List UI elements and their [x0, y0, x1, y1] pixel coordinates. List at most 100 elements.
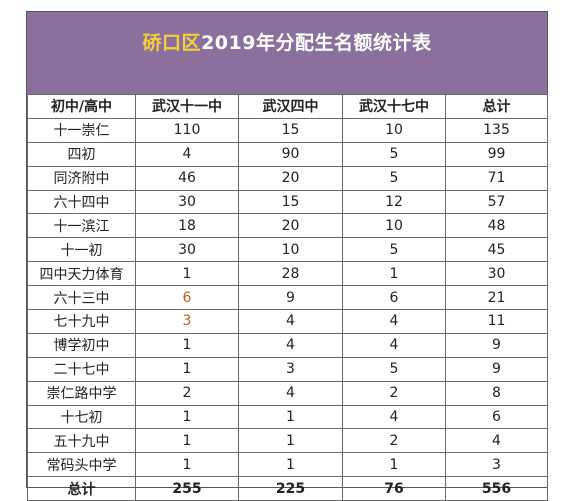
- cell-no4: 28: [238, 261, 343, 287]
- school-name: 五十九中: [27, 428, 136, 454]
- school-name: 四初: [27, 141, 136, 167]
- cell-no11: 18: [135, 213, 239, 239]
- table-row: 六十四中 30 15 12 57: [27, 189, 548, 215]
- grand-total: 556: [445, 476, 548, 501]
- table-row: 十一初 30 10 5 45: [27, 237, 548, 263]
- cell-total: 45: [445, 237, 548, 263]
- cell-no17: 4: [342, 404, 446, 430]
- cell-no17: 4: [342, 309, 446, 334]
- title-text: 2019年分配生名额统计表: [201, 32, 432, 54]
- cell-total: 6: [445, 404, 548, 430]
- totals-row: 总计 255 225 76 556: [27, 476, 548, 501]
- cell-no11: 1: [135, 332, 239, 358]
- table-row: 博学初中 1 4 4 9: [27, 332, 548, 358]
- table-row: 四初 4 90 5 99: [27, 141, 548, 167]
- table-row: 同济附中 46 20 5 71: [27, 165, 548, 191]
- cell-no17: 10: [342, 213, 446, 239]
- statistics-table-frame: 硚口区2019年分配生名额统计表 初中/高中 武汉十一中 武汉四中 武汉十七中 …: [26, 11, 548, 501]
- cell-total: 8: [445, 380, 548, 406]
- table-row: 四中天力体育 1 28 1 30: [27, 261, 548, 287]
- school-name: 十一滨江: [27, 213, 136, 239]
- school-name: 六十四中: [27, 189, 136, 215]
- cell-no11: 2: [135, 380, 239, 406]
- cell-no11: 1: [135, 452, 239, 478]
- cell-total: 71: [445, 165, 548, 191]
- school-name: 常码头中学: [27, 452, 136, 478]
- cell-no17: 4: [342, 332, 446, 358]
- total-no4: 225: [238, 476, 343, 501]
- cell-no17: 6: [342, 285, 446, 311]
- table-row: 十一崇仁 110 15 10 135: [27, 117, 548, 143]
- school-name: 七十九中: [27, 309, 136, 334]
- cell-no4: 15: [238, 117, 343, 143]
- cell-total: 99: [445, 141, 548, 167]
- table-row: 五十九中 1 1 2 4: [27, 428, 548, 454]
- table-row: 十七初 1 1 4 6: [27, 404, 548, 430]
- cell-total: 9: [445, 356, 548, 382]
- cell-total: 11: [445, 309, 548, 334]
- cell-no11: 110: [135, 117, 239, 143]
- cell-no17: 5: [342, 356, 446, 382]
- title-banner: 硚口区2019年分配生名额统计表: [27, 12, 547, 94]
- school-name: 同济附中: [27, 165, 136, 191]
- cell-no11: 1: [135, 404, 239, 430]
- header-no17-high: 武汉十七中: [342, 94, 446, 119]
- school-name: 十一初: [27, 237, 136, 263]
- cell-no17: 10: [342, 117, 446, 143]
- cell-no4: 4: [238, 380, 343, 406]
- total-no17: 76: [342, 476, 446, 501]
- totals-label: 总计: [27, 476, 136, 501]
- cell-no11: 4: [135, 141, 239, 167]
- school-name: 博学初中: [27, 332, 136, 358]
- table-row: 崇仁路中学 2 4 2 8: [27, 380, 548, 406]
- table-row: 常码头中学 1 1 1 3: [27, 452, 548, 478]
- school-name: 崇仁路中学: [27, 380, 136, 406]
- school-name: 二十七中: [27, 356, 136, 382]
- cell-no4: 9: [238, 285, 343, 311]
- table-row: 七十九中 3 4 4 11: [27, 309, 548, 334]
- cell-no17: 2: [342, 380, 446, 406]
- cell-total: 30: [445, 261, 548, 287]
- cell-no11: 30: [135, 237, 239, 263]
- cell-no4: 1: [238, 452, 343, 478]
- school-name: 十七初: [27, 404, 136, 430]
- cell-no11: 6: [135, 285, 239, 311]
- cell-no4: 10: [238, 237, 343, 263]
- cell-total: 21: [445, 285, 548, 311]
- cell-no11: 1: [135, 261, 239, 287]
- title-district: 硚口区: [142, 32, 202, 54]
- allocation-table: 初中/高中 武汉十一中 武汉四中 武汉十七中 总计 十一崇仁 110 15 10…: [27, 94, 548, 501]
- table-body: 十一崇仁 110 15 10 135 四初 4 90 5 99 同济附中 46 …: [27, 117, 548, 501]
- cell-no4: 1: [238, 428, 343, 454]
- cell-no17: 5: [342, 237, 446, 263]
- header-school: 初中/高中: [27, 94, 136, 119]
- cell-no4: 90: [238, 141, 343, 167]
- cell-no17: 2: [342, 428, 446, 454]
- cell-no4: 1: [238, 404, 343, 430]
- school-name: 六十三中: [27, 285, 136, 311]
- cell-total: 48: [445, 213, 548, 239]
- cell-no17: 5: [342, 165, 446, 191]
- cell-total: 3: [445, 452, 548, 478]
- cell-no4: 20: [238, 165, 343, 191]
- table-row: 六十三中 6 9 6 21: [27, 285, 548, 311]
- cell-no4: 3: [238, 356, 343, 382]
- cell-no17: 1: [342, 452, 446, 478]
- cell-no17: 1: [342, 261, 446, 287]
- school-name: 四中天力体育: [27, 261, 136, 287]
- cell-no17: 12: [342, 189, 446, 215]
- cell-no11: 1: [135, 428, 239, 454]
- cell-total: 57: [445, 189, 548, 215]
- page-title: 硚口区2019年分配生名额统计表: [27, 28, 547, 55]
- cell-no4: 15: [238, 189, 343, 215]
- table-row: 十一滨江 18 20 10 48: [27, 213, 548, 239]
- cell-no11: 3: [135, 309, 239, 334]
- cell-total: 135: [445, 117, 548, 143]
- cell-total: 9: [445, 332, 548, 358]
- table-row: 二十七中 1 3 5 9: [27, 356, 548, 382]
- cell-no4: 4: [238, 332, 343, 358]
- cell-no4: 20: [238, 213, 343, 239]
- cell-no17: 5: [342, 141, 446, 167]
- cell-no4: 4: [238, 309, 343, 334]
- cell-no11: 46: [135, 165, 239, 191]
